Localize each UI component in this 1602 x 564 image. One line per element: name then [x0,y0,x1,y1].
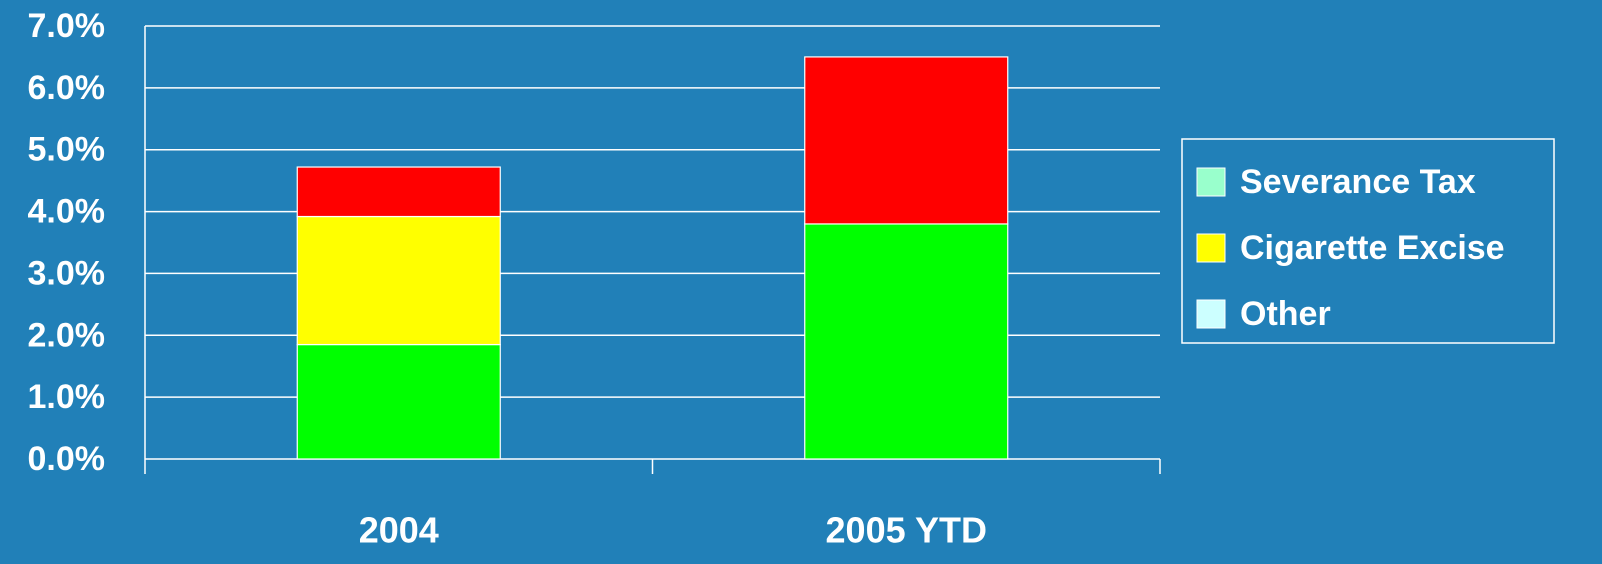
bar-segment [296,215,501,346]
x-tick-label: 2005 YTD [826,510,987,551]
y-tick-label: 7.0% [28,7,106,45]
bar-segment [804,223,1009,460]
legend-label: Cigarette Excise [1240,229,1505,267]
x-tick-label: 2004 [359,510,439,551]
y-tick-label: 2.0% [28,316,106,354]
bar-segment [296,166,501,218]
y-tick-label: 4.0% [28,193,106,231]
legend-box [1181,138,1555,344]
legend-label: Other [1240,295,1331,333]
legend-swatch [1196,233,1226,263]
bar-segment [804,56,1009,225]
legend-label: Severance Tax [1240,163,1476,201]
y-tick-label: 1.0% [28,378,106,416]
bar-segment [296,343,501,460]
y-tick-label: 6.0% [28,69,106,107]
legend-swatch [1196,167,1226,197]
y-tick-label: 3.0% [28,254,106,292]
legend-swatch [1196,299,1226,329]
y-tick-label: 0.0% [28,440,106,478]
y-tick-label: 5.0% [28,131,106,169]
